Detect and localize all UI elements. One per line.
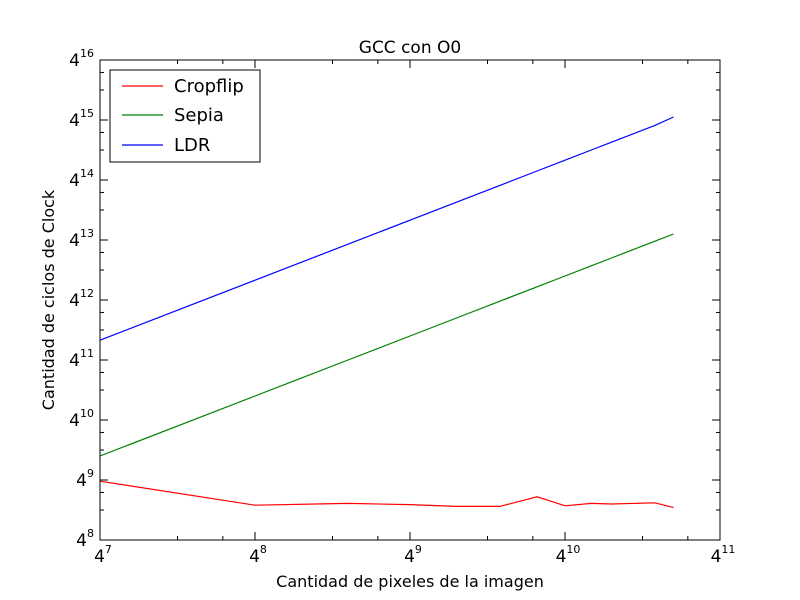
y-tick-label: 411 [69, 347, 94, 371]
y-tick-label: 416 [69, 47, 94, 71]
y-tick-label: 49 [76, 467, 94, 491]
legend-label-sepia: Sepia [174, 105, 224, 126]
x-axis-label: Cantidad de pixeles de la imagen [276, 572, 544, 591]
x-tick-label: 48 [249, 543, 267, 567]
ticks-layer [99, 59, 721, 541]
series-line-ldr [99, 116, 674, 341]
x-tick-label: 47 [94, 543, 112, 567]
legend-box [109, 69, 261, 163]
chart-title: GCC con O0 [359, 38, 461, 58]
legend: Cropflip Sepia LDR [109, 69, 261, 163]
series-layer [99, 116, 674, 509]
y-tick-label: 413 [69, 227, 94, 251]
x-tick-label: 411 [711, 543, 736, 567]
y-tick-label: 410 [69, 407, 94, 431]
x-tick-label: 410 [556, 543, 581, 567]
x-tick-label: 49 [404, 543, 422, 567]
y-axis-label: Cantidad de ciclos de Clock [39, 189, 58, 410]
series-line-cropflip [99, 480, 674, 509]
y-tick-label: 415 [69, 107, 94, 131]
legend-label-ldr: LDR [174, 135, 210, 156]
series-line-sepia [99, 233, 674, 457]
y-tick-label: 48 [76, 527, 94, 551]
y-tick-label: 412 [69, 287, 94, 311]
legend-label-cropflip: Cropflip [174, 76, 244, 97]
y-tick-label: 414 [69, 167, 94, 191]
